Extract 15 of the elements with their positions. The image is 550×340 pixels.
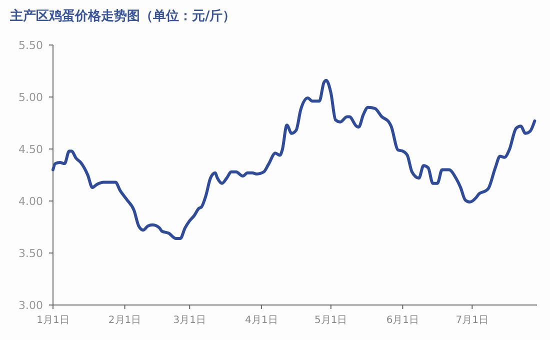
y-tick-label: 5.50 [18,38,43,52]
x-tick-label: 5月1日 [314,315,348,326]
y-tick-label: 3.00 [18,298,43,312]
y-tick-label: 4.00 [18,194,43,208]
x-tick-label: 6月1日 [386,315,420,326]
x-tick-label: 3月1日 [173,315,206,326]
x-tick-label: 1月1日 [36,315,70,326]
x-tick-label: 2月1日 [108,315,142,326]
x-tick-label: 4月1日 [245,315,278,326]
y-tick-label: 3.50 [18,246,43,260]
line-series [52,78,536,240]
x-tick-label: 7月1日 [456,315,489,326]
y-tick-label: 4.50 [18,142,43,156]
chart-title: 主产区鸡蛋价格走势图（单位：元/斤） [9,8,236,24]
y-tick-label: 5.00 [18,90,43,104]
